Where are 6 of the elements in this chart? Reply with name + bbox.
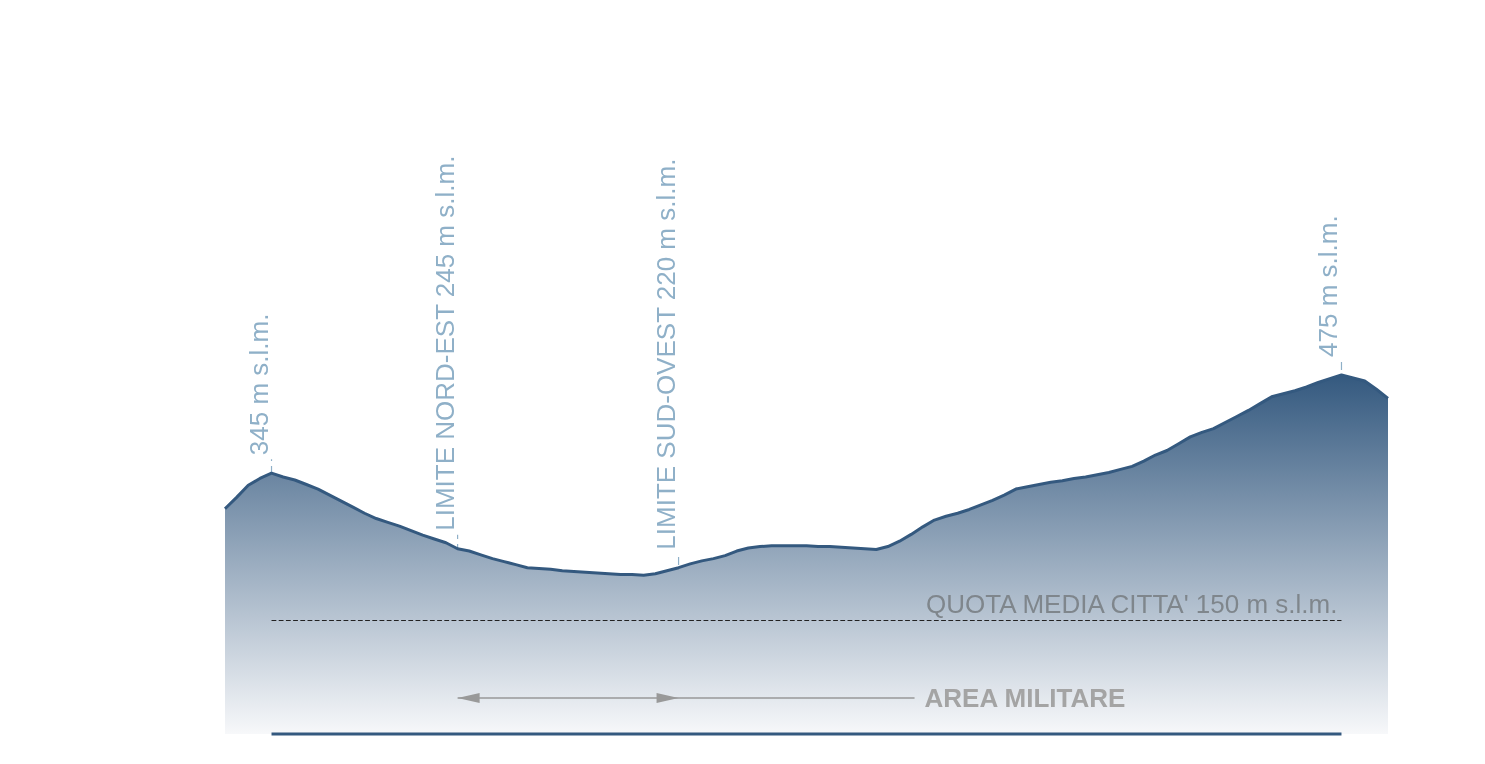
- annotation: AREA MILITARE: [924, 683, 1126, 713]
- data-label: LIMITE SUD-OVEST 220 m s.l.m.: [650, 158, 681, 550]
- data-label: LIMITE NORD-EST 245 m s.l.m.: [429, 155, 460, 531]
- data-label: 345 m s.l.m.: [243, 313, 274, 456]
- data-label: 475 m s.l.m.: [1313, 215, 1344, 357]
- ref-line-label: QUOTA MEDIA CITTA' 150 m s.l.m.: [926, 588, 1338, 619]
